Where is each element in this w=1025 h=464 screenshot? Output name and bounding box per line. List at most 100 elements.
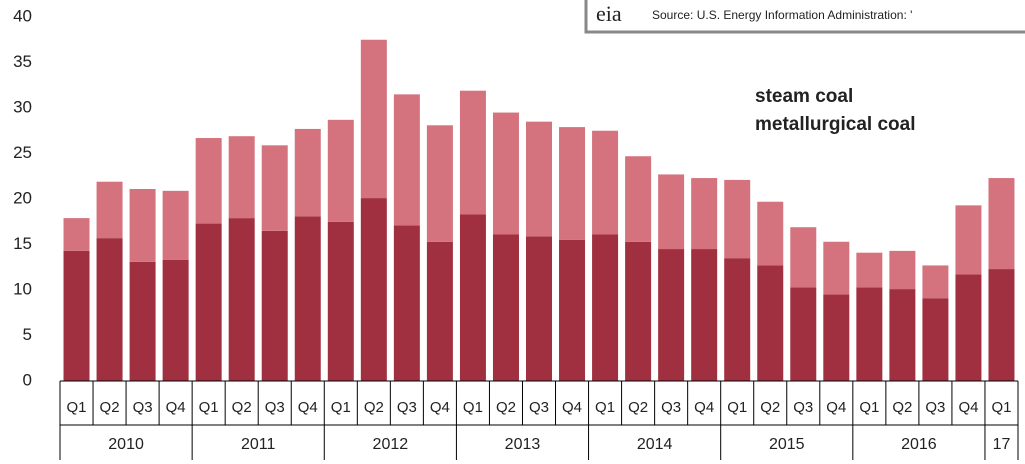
- x-tick-label: Q3: [529, 399, 549, 416]
- bar-segment: [922, 298, 949, 381]
- bar-segment: [592, 234, 619, 381]
- bar-segment: [790, 227, 817, 288]
- x-tick-label: Q2: [496, 399, 516, 416]
- bar-segment: [327, 221, 354, 381]
- x-tick-label: Q3: [265, 399, 285, 416]
- bar-segment: [162, 259, 189, 381]
- group-label: 2015: [769, 436, 805, 453]
- group-label: 2012: [373, 436, 409, 453]
- bar-segment: [724, 179, 751, 259]
- bar-segment: [988, 178, 1015, 270]
- logo: eia: [596, 1, 622, 26]
- bar-segment: [162, 190, 189, 260]
- bar-segment: [426, 125, 453, 242]
- group-label: 2013: [505, 436, 541, 453]
- bar-segment: [360, 198, 387, 381]
- x-tick-label: Q1: [331, 399, 351, 416]
- y-tick-label: 10: [13, 279, 32, 298]
- bar-segment: [625, 241, 652, 381]
- bar-segment: [195, 138, 222, 224]
- bar-segment: [129, 261, 156, 381]
- x-tick-label: Q2: [364, 399, 384, 416]
- bar-segment: [492, 234, 519, 381]
- bar-segment: [889, 250, 916, 290]
- bar-segment: [261, 230, 288, 381]
- y-tick-label: 0: [23, 370, 32, 389]
- bar-segment: [195, 223, 222, 381]
- x-tick-label: Q1: [67, 399, 87, 416]
- source-frame: [584, 0, 1025, 34]
- bar-segment: [492, 112, 519, 235]
- y-tick-label: 15: [13, 234, 32, 253]
- bar-segment: [856, 252, 883, 288]
- bar-segment: [658, 174, 685, 250]
- x-tick-label: Q3: [661, 399, 681, 416]
- bar-segment: [393, 225, 420, 381]
- bar-segment: [294, 216, 321, 381]
- bar-segment: [526, 236, 552, 381]
- bar-segment: [790, 287, 817, 381]
- bar-segment: [426, 241, 453, 381]
- x-tick-label: Q4: [562, 399, 582, 416]
- x-tick-label: Q3: [133, 399, 153, 416]
- bar-segment: [691, 249, 718, 381]
- bar-segment: [592, 130, 619, 235]
- bar-segment: [658, 249, 685, 381]
- bar-segment: [757, 265, 784, 381]
- bar-segment: [96, 181, 123, 239]
- bar-segment: [625, 156, 652, 242]
- x-tick-label: Q1: [859, 399, 879, 416]
- bar-segment: [823, 294, 850, 381]
- x-tick-label: Q4: [694, 399, 714, 416]
- y-tick-label: 40: [13, 6, 32, 25]
- x-tick-label: Q1: [463, 399, 483, 416]
- x-tick-label: Q4: [166, 399, 186, 416]
- y-tick-label: 35: [13, 52, 32, 71]
- x-tick-label: Q4: [298, 399, 318, 416]
- x-tick-label: Q1: [727, 399, 747, 416]
- x-tick-label: Q2: [892, 399, 912, 416]
- group-label: 2010: [108, 436, 144, 453]
- bar-segment: [228, 218, 255, 381]
- bar-segment: [294, 128, 321, 217]
- bar-segment: [526, 121, 552, 237]
- bar-segment: [393, 94, 420, 226]
- source-box: eia Source: U.S. Energy Information Admi…: [584, 0, 1025, 34]
- bar-segment: [823, 241, 850, 295]
- x-tick-label: Q4: [826, 399, 846, 416]
- x-tick-label: Q4: [430, 399, 450, 416]
- x-tick-label: Q3: [793, 399, 813, 416]
- bar-segment: [96, 238, 123, 381]
- bar-segment: [559, 127, 586, 240]
- x-tick-label: Q1: [991, 399, 1011, 416]
- y-tick-label: 30: [13, 97, 32, 116]
- group-label: 2011: [241, 436, 276, 453]
- group-label: 2014: [637, 436, 673, 453]
- group-label: 17: [993, 436, 1011, 453]
- y-tick-label: 25: [13, 143, 32, 162]
- bar-segment: [63, 250, 90, 381]
- legend-entry: steam coal: [755, 86, 853, 107]
- bar-segment: [228, 136, 255, 219]
- bar-segment: [955, 205, 982, 275]
- bar-segment: [724, 258, 751, 381]
- y-tick-label: 20: [13, 188, 32, 207]
- x-tick-label: Q2: [628, 399, 648, 416]
- bar-segment: [261, 145, 288, 231]
- x-tick-label: Q4: [958, 399, 978, 416]
- group-label: 2016: [901, 436, 937, 453]
- bar-segment: [559, 239, 586, 381]
- bar-segment: [63, 218, 90, 251]
- x-tick-label: Q1: [595, 399, 615, 416]
- y-tick-label: 5: [23, 325, 32, 344]
- bar-segment: [757, 201, 784, 266]
- bar-segment: [360, 39, 387, 199]
- bar-segment: [922, 265, 949, 299]
- x-tick-label: Q2: [100, 399, 120, 416]
- bar-segment: [459, 90, 486, 215]
- x-tick-label: Q3: [397, 399, 417, 416]
- x-tick-label: Q3: [925, 399, 945, 416]
- source: Source: U.S. Energy Information Administ…: [652, 8, 912, 22]
- legend-entry: metallurgical coal: [755, 114, 916, 135]
